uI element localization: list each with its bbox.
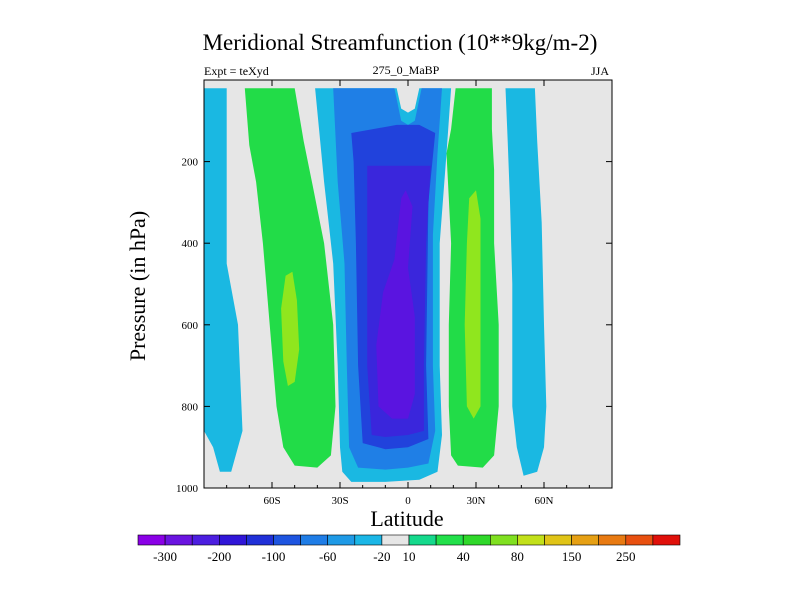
period-label: 275_0_MaBP	[372, 63, 440, 77]
contour-region	[204, 88, 243, 472]
colorbar-swatch	[462, 534, 491, 546]
experiment-label: Expt = teXyd	[204, 64, 269, 78]
y-tick-label: 200	[182, 157, 199, 169]
colorbar-swatch	[327, 534, 356, 546]
colorbar-swatch	[137, 534, 166, 546]
colorbar-label: -100	[262, 549, 286, 564]
colorbar-label: -300	[153, 549, 177, 564]
colorbar-label: 10	[403, 549, 416, 564]
chart-title: Meridional Streamfunction (10**9kg/m-2)	[202, 30, 598, 55]
colorbar-label: 250	[616, 549, 636, 564]
colorbar-swatch	[652, 534, 681, 546]
axis-ticks: 60S 30S 0 30N 60N 200 400 600 800 1000	[176, 80, 613, 507]
colorbar-swatch	[273, 534, 301, 546]
contour-region	[376, 190, 415, 419]
colorbar-swatch	[571, 534, 599, 546]
colorbar-swatch	[164, 534, 193, 546]
colorbar-swatch	[246, 534, 274, 546]
colorbar-swatch	[489, 534, 518, 546]
colorbar-label: 150	[562, 549, 582, 564]
colorbar-swatch	[381, 534, 410, 546]
colorbar-label: 80	[511, 549, 524, 564]
colorbar-swatch	[625, 534, 654, 546]
y-tick-label: 600	[182, 320, 199, 332]
colorbar-swatch	[408, 534, 437, 546]
colorbar-swatch	[544, 534, 572, 546]
colorbar-label: -200	[207, 549, 231, 564]
season-label: JJA	[591, 64, 610, 78]
colorbar-swatch	[517, 534, 545, 546]
contour-region	[505, 88, 547, 476]
x-tick-label: 30N	[467, 495, 486, 507]
colorbar-label: 40	[457, 549, 470, 564]
contour-regions	[204, 88, 547, 482]
x-tick-label: 0	[405, 495, 411, 507]
colorbar-swatch	[598, 534, 627, 546]
contour-region	[281, 271, 300, 386]
colorbar-swatch	[300, 534, 329, 546]
contour-region	[464, 190, 481, 419]
contour-region	[226, 88, 336, 468]
x-axis-label: Latitude	[370, 506, 444, 531]
colorbar-label: -20	[373, 549, 390, 564]
x-tick-label: 30S	[331, 495, 348, 507]
x-tick-label: 60S	[263, 495, 280, 507]
colorbar-label: -60	[319, 549, 336, 564]
colorbar-swatch	[191, 534, 220, 546]
x-tick-label: 60N	[535, 495, 554, 507]
y-tick-label: 800	[182, 401, 199, 413]
colorbar-swatch	[435, 534, 464, 546]
colorbar: -300 -200 -100 -60 -20 10 40 80 150 250	[137, 534, 681, 564]
y-tick-label: 400	[182, 238, 199, 250]
colorbar-swatch	[219, 534, 247, 546]
colorbar-swatch	[354, 534, 383, 546]
y-tick-label: 1000	[176, 483, 199, 495]
